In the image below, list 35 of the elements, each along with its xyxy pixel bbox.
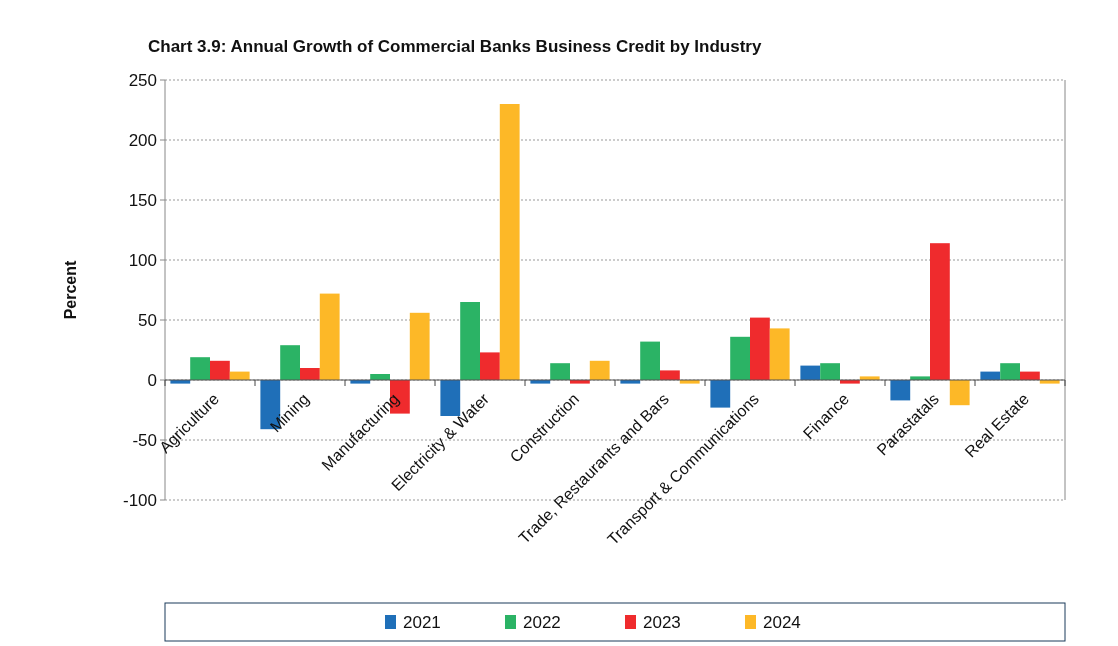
bar [319,293,340,380]
y-tick-label: 250 [128,70,157,90]
y-tick-label: -50 [132,430,157,450]
bar [660,370,680,380]
chart-title: Chart 3.9: Annual Growth of Commercial Banks Business Credit by Industry [148,37,762,56]
bar [949,380,970,406]
y-tick-label: -100 [122,490,157,510]
bar [1000,363,1020,380]
bar [210,360,230,380]
y-tick-label: 100 [128,250,157,270]
legend-label: 2021 [403,612,441,632]
y-tick-label: 0 [147,370,157,390]
bar [730,336,750,380]
legend-label: 2024 [763,612,801,632]
y-tick-label: 150 [128,190,157,210]
bar [800,365,821,380]
legend-label: 2023 [643,612,681,632]
bar [409,312,430,380]
y-tick-label: 50 [138,310,157,330]
bar [589,360,610,380]
bar [190,357,210,380]
bar [499,104,520,380]
bar [820,363,840,380]
y-axis-title: Percent [62,259,79,320]
y-tick-label: 200 [128,130,157,150]
bar [750,317,770,380]
bar [769,328,790,380]
bar [300,368,320,380]
legend-label: 2022 [523,612,561,632]
bar [460,302,480,380]
bar [480,352,500,380]
bar [280,345,300,380]
bar [640,341,660,380]
bar [930,243,950,380]
bar [550,363,570,380]
